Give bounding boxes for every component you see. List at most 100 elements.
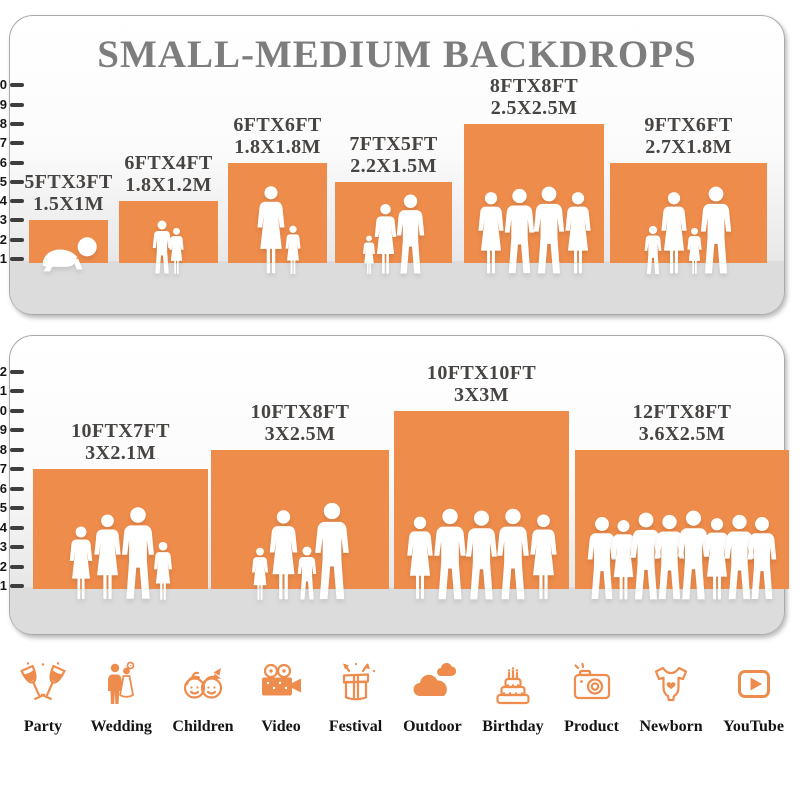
backdrop-size-m: 2.5X2.5M — [490, 96, 578, 119]
backdrop-size-m: 1.5X1M — [33, 193, 104, 216]
y-axis-tick — [10, 218, 24, 223]
backdrop-size-ft: 7FTX5FT — [349, 132, 438, 155]
backdrop-size-m: 3X2.1M — [85, 442, 156, 464]
birthday-icon-box — [489, 652, 537, 708]
category-item-party: Party — [16, 652, 70, 736]
backdrop-size-label: 6FTX4FT 1.8X1.2M — [124, 152, 212, 196]
y-axis-tick-label: 6 — [0, 480, 7, 496]
man-silhouette — [698, 185, 734, 275]
category-label: Newborn — [639, 718, 703, 735]
y-axis-tick-label: 3 — [0, 212, 7, 228]
girl-silhouette — [151, 541, 175, 601]
category-item-newborn: Newborn — [640, 652, 703, 736]
y-axis-tick-label: 10 — [0, 77, 7, 93]
backdrop-size-label: 9FTX6FT 2.7X1.8M — [644, 114, 732, 158]
y-axis-tick — [10, 486, 24, 491]
category-label: Video — [261, 718, 301, 735]
backdrop-size-label: 5FTX3FT 1.5X1M — [24, 171, 112, 215]
backdrop-bar — [211, 449, 389, 590]
people-silhouettes — [384, 507, 579, 601]
y-axis-tick-label: 1 — [0, 578, 7, 593]
backdrop-size-ft: 9FTX6FT — [644, 113, 733, 136]
y-axis-tick-label: 4 — [0, 193, 7, 209]
y-axis-tick — [10, 428, 24, 432]
backdrop-size-m: 1.8X1.8M — [234, 135, 321, 158]
wedding-icon-box — [97, 652, 145, 708]
y-axis-tick-label: 7 — [0, 461, 7, 476]
y-axis-tick — [10, 584, 24, 588]
youtube-icon-box — [730, 652, 778, 708]
backdrop-bar — [464, 123, 604, 263]
page-title: SMALL-MEDIUM BACKDROPS — [97, 33, 697, 76]
backdrop-size-label: 12FTX8FT 3.6X2.5M — [633, 401, 732, 445]
y-axis-tick — [10, 506, 24, 510]
category-item-youtube: YouTube — [723, 652, 784, 736]
backdrop-size-ft: 10FTX7FT — [71, 420, 170, 442]
y-axis-tick — [10, 447, 24, 452]
baby-silhouette — [39, 235, 99, 275]
y-axis-tick — [10, 160, 24, 165]
backdrop-size-label: 6FTX6FT 1.8X1.8M — [233, 114, 321, 158]
people-silhouettes — [218, 185, 337, 275]
backdrop-size-label: 7FTX5FT 2.2X1.5M — [349, 133, 437, 177]
people-silhouettes — [19, 235, 118, 275]
y-axis-tick — [10, 257, 24, 261]
y-axis-tick-label: 6 — [0, 154, 7, 170]
outdoor-icon — [408, 660, 456, 708]
category-item-video: Video — [254, 652, 308, 736]
people-silhouettes — [109, 219, 228, 275]
backdrop-size-label: 10FTX7FT 3X2.1M — [71, 420, 170, 464]
people-silhouettes — [23, 505, 218, 601]
y-axis-tick-label: 7 — [0, 135, 7, 151]
category-label: Party — [23, 718, 63, 735]
backdrop-bar — [575, 449, 789, 590]
y-axis-tick — [10, 83, 24, 88]
category-item-festival: Festival — [329, 652, 383, 736]
category-bar: Party Wedding Children Video Festival Outdoor… — [0, 652, 800, 736]
category-item-product: Product — [564, 652, 619, 736]
product-icon — [568, 660, 616, 708]
product-icon-box — [568, 652, 616, 708]
party-icon-box — [19, 652, 67, 708]
backdrop-size-label: 8FTX8FT 2.5X2.5M — [490, 75, 578, 119]
man-silhouette — [745, 515, 779, 601]
people-silhouettes — [600, 185, 777, 275]
y-axis-tick-label: 1 — [0, 251, 7, 266]
backdrop-bar — [335, 181, 452, 263]
backdrop-size-m: 3.6X2.5M — [638, 422, 726, 445]
backdrop-size-m: 1.8X1.2M — [125, 174, 212, 197]
children-icon — [179, 660, 227, 708]
y-axis-tick — [10, 199, 24, 204]
backdrop-bar — [394, 410, 569, 590]
backdrop-size-m: 3X2.5M — [264, 422, 336, 445]
category-item-wedding: Wedding — [91, 652, 152, 736]
video-icon — [257, 660, 305, 708]
category-label: Birthday — [482, 718, 544, 735]
woman-silhouette — [561, 191, 595, 275]
backdrop-size-m: 2.2X1.5M — [350, 154, 437, 177]
y-axis-tick — [10, 545, 24, 549]
birthday-icon — [489, 660, 537, 708]
backdrop-size-m: 3X3M — [454, 383, 509, 406]
category-label: Festival — [328, 718, 383, 735]
y-axis-tick — [10, 237, 24, 242]
festival-icon-box — [332, 652, 380, 708]
y-axis-tick — [10, 369, 24, 374]
children-icon-box — [179, 652, 227, 708]
y-axis-tick — [10, 102, 24, 107]
y-axis-tick-label: 9 — [0, 422, 7, 437]
y-axis-tick — [10, 179, 24, 184]
y-axis-tick-label: 11 — [0, 383, 7, 398]
woman-silhouette — [526, 513, 561, 601]
y-axis-tick-label: 10 — [0, 402, 7, 418]
wedding-icon — [97, 660, 145, 708]
y-axis-tick-label: 4 — [0, 519, 7, 535]
category-label: Children — [172, 718, 234, 735]
y-axis-tick — [10, 408, 24, 413]
backdrop-size-label: 10FTX8FT 3X2.5M — [251, 401, 350, 445]
y-axis-tick-label: 8 — [0, 115, 7, 131]
people-silhouettes — [565, 509, 799, 601]
y-axis-tick-label: 3 — [0, 539, 7, 554]
youtube-icon — [730, 660, 778, 708]
party-icon — [19, 660, 67, 708]
